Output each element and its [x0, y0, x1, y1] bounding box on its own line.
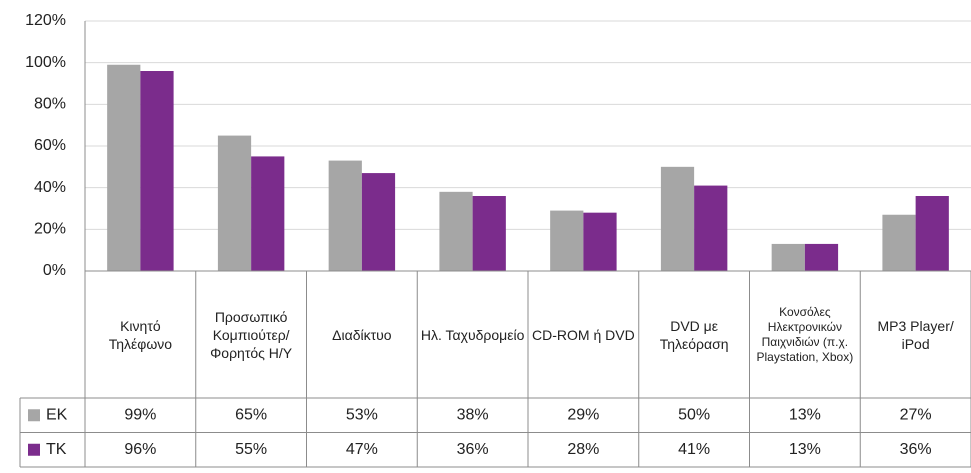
bar	[140, 71, 174, 271]
category-label: DVD με Τηλεόραση	[659, 317, 729, 352]
bar	[882, 214, 916, 271]
y-tick-label: 80%	[34, 96, 66, 113]
legend-label: ΤΚ	[46, 441, 67, 458]
bar	[251, 156, 285, 271]
table-value: 55%	[235, 441, 267, 458]
y-tick-label: 100%	[25, 54, 66, 71]
category-label: CD-ROM ή DVD	[532, 326, 635, 343]
bar	[361, 173, 396, 271]
bar	[660, 166, 695, 271]
bar	[328, 160, 362, 271]
bar	[107, 64, 141, 271]
bar	[550, 210, 584, 271]
table-value: 41%	[678, 441, 710, 458]
table-value: 47%	[346, 441, 378, 458]
table-value: 13%	[789, 406, 821, 423]
y-tick-label: 120%	[25, 12, 66, 29]
y-tick-label: 60%	[34, 137, 66, 154]
bar	[217, 135, 252, 271]
table-value: 38%	[457, 406, 489, 423]
legend-swatch	[28, 443, 40, 456]
category-label: Ηλ. Ταχυδρομείο	[420, 326, 525, 343]
table-value: 13%	[789, 441, 821, 458]
y-tick-label: 0%	[43, 262, 66, 279]
bar	[439, 191, 473, 271]
category-label: Προσωπικό Κομπιούτερ/ Φορητός Η/Υ	[210, 308, 293, 361]
y-tick-label: 20%	[34, 221, 66, 238]
bar	[472, 196, 506, 271]
table-value: 96%	[124, 441, 156, 458]
bar	[694, 185, 728, 271]
table-value: 65%	[235, 406, 267, 423]
table-value: 50%	[678, 406, 710, 423]
table-value: 36%	[457, 441, 489, 458]
bar	[771, 243, 805, 271]
category-label: Κονσόλες Ηλεκτρονικών Παιχνιδιών (π.χ. P…	[756, 304, 854, 364]
table-value: 53%	[346, 406, 378, 423]
bar	[915, 196, 949, 271]
table-value: 29%	[567, 406, 599, 423]
bar	[583, 212, 617, 271]
table-value: 28%	[567, 441, 599, 458]
table-value: 36%	[900, 441, 932, 458]
y-tick-label: 40%	[34, 179, 66, 196]
table-value: 99%	[124, 406, 156, 423]
bar	[804, 243, 839, 271]
category-label: Κινητό Τηλέφωνο	[108, 317, 173, 352]
legend-swatch	[28, 409, 40, 422]
legend-label: ΕΚ	[46, 406, 68, 423]
table-value: 27%	[900, 406, 932, 423]
category-label: MP3 Player/ iPod	[877, 317, 954, 352]
category-label: Διαδίκτυο	[332, 326, 392, 343]
